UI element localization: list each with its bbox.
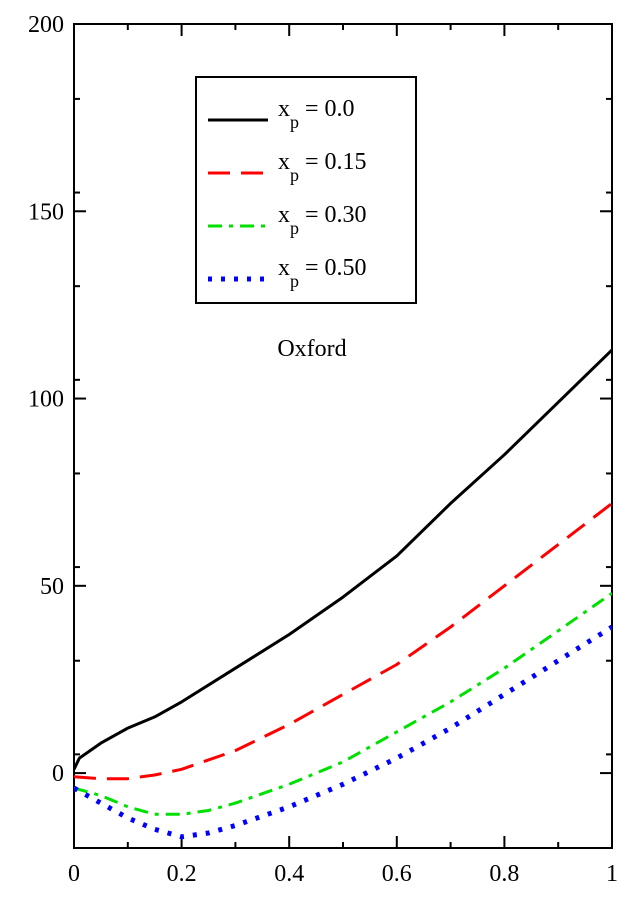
x-tick-label: 1 [606,861,618,887]
legend-entry-label: xp = 0.0 [278,96,355,132]
series-line-1 [74,348,612,770]
series-line-2 [74,502,612,781]
x-tick-label: 0.2 [167,861,197,887]
legend-entry-label: xp = 0.50 [278,255,367,291]
x-tick-label: 0.8 [489,861,519,887]
y-tick-label: 200 [28,12,64,38]
annotation-label: Oxford [277,336,346,362]
legend-entry-label: xp = 0.15 [278,149,367,185]
y-tick-label: 150 [28,199,64,225]
y-tick-label: 100 [28,387,64,413]
x-tick-label: 0 [68,861,80,887]
y-tick-label: 0 [52,761,64,787]
legend-entry-label: xp = 0.30 [278,202,367,238]
x-tick-label: 0.4 [274,861,304,887]
series-line-3 [74,592,612,816]
x-tick-label: 0.6 [382,861,412,887]
legend-box [195,76,417,304]
y-tick-label: 50 [40,574,64,600]
series-line-4 [74,624,612,840]
